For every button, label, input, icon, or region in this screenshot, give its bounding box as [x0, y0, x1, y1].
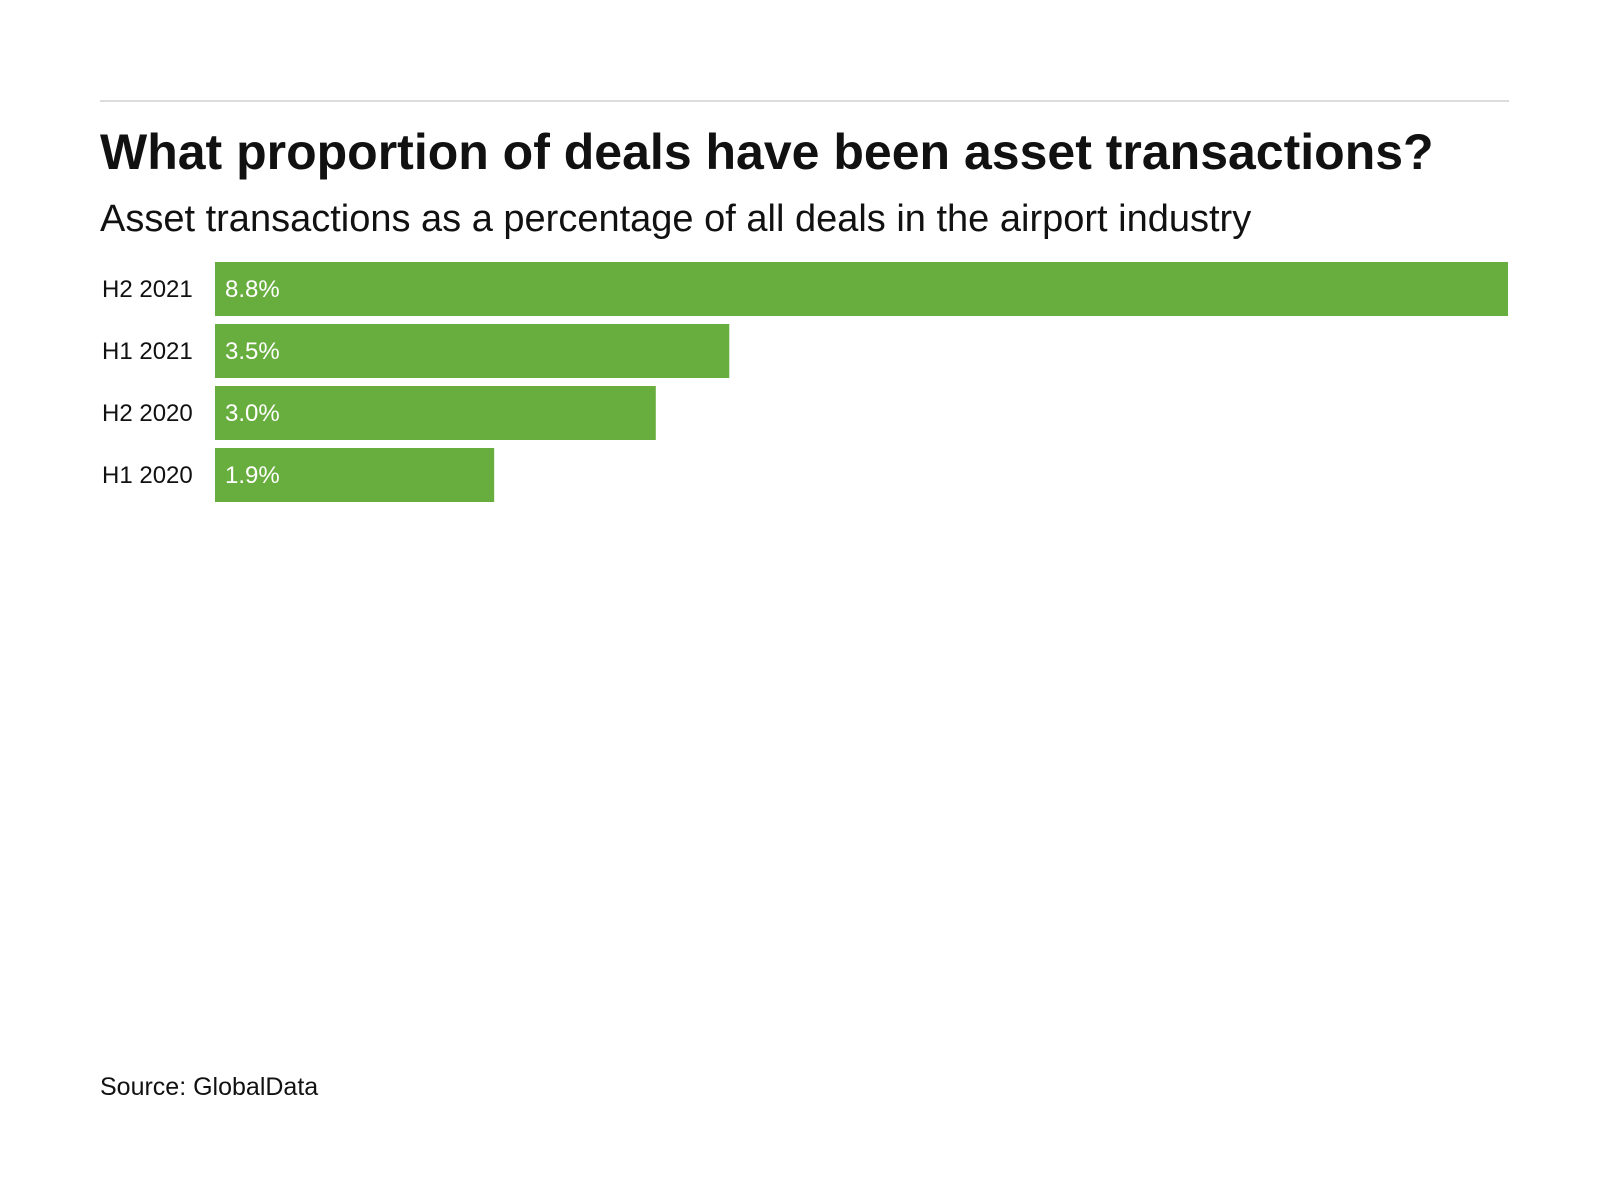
category-label: H2 2021	[102, 276, 193, 303]
chart-title: What proportion of deals have been asset…	[100, 124, 1434, 180]
bar-h2-2021	[215, 262, 1508, 316]
value-label: 3.0%	[225, 400, 280, 427]
source-note: Source: GlobalData	[100, 1073, 319, 1101]
chart-subtitle: Asset transactions as a percentage of al…	[100, 198, 1252, 240]
bar-h1-2021	[215, 324, 730, 378]
value-label: 3.5%	[225, 338, 280, 365]
top-divider	[100, 100, 1509, 102]
category-label: H2 2020	[102, 400, 193, 427]
bar-h1-2020	[215, 448, 495, 502]
value-label: 1.9%	[225, 462, 280, 489]
bar-h2-2020	[215, 386, 656, 440]
category-label: H1 2020	[102, 462, 193, 489]
category-label: H1 2021	[102, 338, 193, 365]
value-label: 8.8%	[225, 276, 280, 303]
